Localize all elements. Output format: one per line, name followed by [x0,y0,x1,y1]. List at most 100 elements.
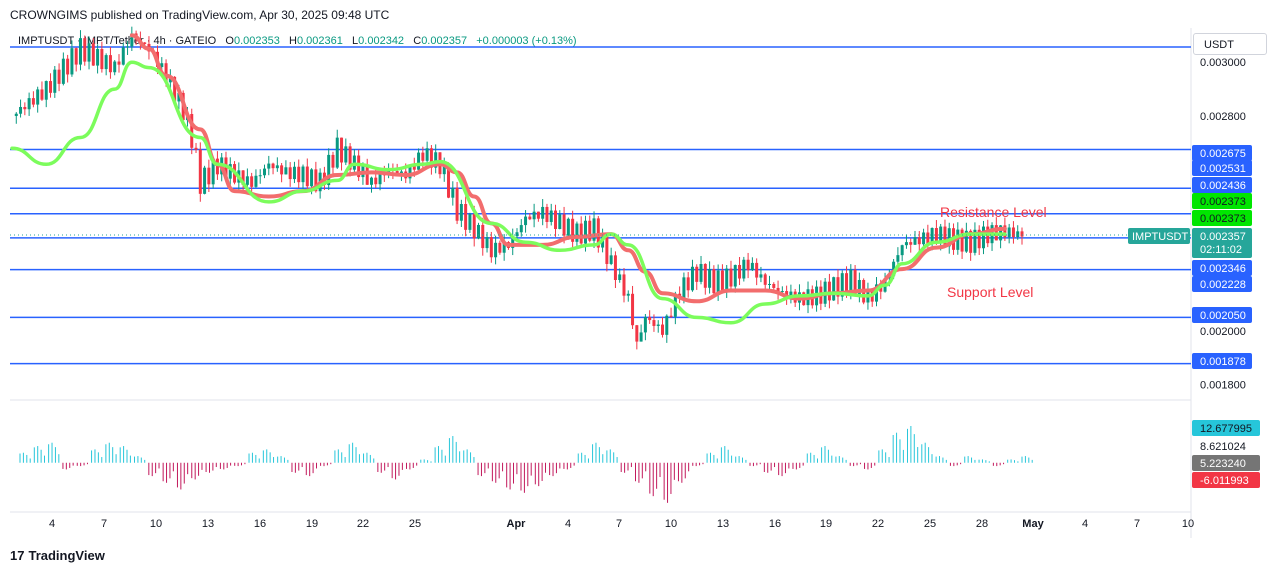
candle-body [57,69,61,84]
candle-body [532,211,536,220]
oscillator-tag-bg [1192,472,1260,488]
candle-body [399,171,403,174]
ma-fast-price-tag-bg [1192,193,1252,209]
candle-body [378,173,382,185]
candle-body [622,274,626,296]
candle-body [258,175,262,177]
level-price-tag-bg [1192,353,1252,369]
level-price-tag-bg [1192,145,1252,161]
x-tick-label: 10 [1182,518,1194,530]
candle-body [712,269,716,294]
candle-body [310,169,314,187]
candle-body [665,315,669,335]
x-tick-label: 7 [616,518,622,530]
symbol-tag-bg [1128,228,1190,244]
candle-body [100,49,104,70]
level-price-tag: 0.002050 [1200,310,1246,322]
candle-body [344,146,348,163]
candle-body [699,263,703,282]
tradingview-footer[interactable]: 17 TradingView [10,548,105,563]
support-level-label: Support Level [947,284,1033,300]
candle-body [1003,225,1007,238]
candle-body [519,225,523,233]
symbol-label[interactable]: IMPTUSDT · IMPT/Tether · 4h · GATEIO [18,35,217,47]
candle-body [695,266,699,282]
x-tick-label: Apr [507,518,527,530]
x-tick-label: 13 [202,518,214,530]
candle-body [922,232,926,245]
candle-body [164,63,168,83]
resistance-level-label: Resistance Level [940,204,1047,220]
candle-body [763,274,767,285]
x-tick-label: 25 [924,518,936,530]
x-tick-label: 7 [1134,518,1140,530]
candle-body [96,49,100,66]
y-tick-label: 0.002800 [1200,111,1246,123]
candle-body [776,287,780,292]
candle-body [686,277,690,291]
candle-body [305,166,309,187]
candle-body [729,268,733,287]
candle-body [177,92,181,102]
candle-body [271,163,275,169]
candle-body [738,264,742,279]
candle-body [973,229,977,253]
candle-body [14,113,18,116]
candle-body [917,237,921,245]
level-price-tag: 0.002228 [1200,279,1246,291]
candle-body [708,269,712,288]
candle-body [207,167,211,185]
candle-body [575,223,579,242]
oscillator-tag: -6.011993 [1200,475,1249,487]
candle-body [626,293,630,296]
candle-body [892,261,896,277]
candle-body [357,155,361,178]
candle-body [742,259,746,279]
candle-body [613,255,617,280]
candle-body [83,38,87,62]
candle-body [241,170,245,185]
candle-body [588,220,592,241]
ma-fast-price-tag-2: 0.002373 [1200,213,1246,225]
candle-body [348,146,352,170]
candle-body [725,268,729,291]
candle-body [74,48,78,65]
candle-body [643,316,647,333]
current-price-tag-bg [1192,228,1252,258]
candle-body [40,89,44,100]
candle-body [549,210,553,222]
x-tick-label: 22 [872,518,884,530]
x-tick-label: 25 [409,518,421,530]
candle-body [19,106,23,114]
candle-body [395,171,399,174]
level-price-tag-bg [1192,276,1252,292]
candle-body [583,220,587,244]
oscillator-tag-bg [1192,438,1260,454]
candle-body [502,242,506,253]
publish-header: CROWNGIMS published on TradingView.com, … [10,8,390,22]
candle-body [489,237,493,258]
currency-unit-button[interactable]: USDT [1193,33,1267,55]
high-value: 0.002361 [296,35,343,47]
low-value: 0.002342 [358,35,405,47]
candle-body [203,167,207,194]
candle-body [943,226,947,247]
candle-body [656,324,660,326]
oscillator-tag: 8.621024 [1200,441,1246,453]
level-price-tag: 0.002436 [1200,180,1246,192]
candle-body [49,81,53,93]
ma-fast-price-tag-2-bg [1192,210,1252,226]
x-tick-label: 4 [1082,518,1088,530]
candle-body [292,166,296,180]
candle-body [340,137,344,163]
ma-slow-line [129,33,1007,304]
x-tick-label: 4 [565,518,571,530]
level-price-tag: 0.002531 [1200,163,1246,175]
candle-body [494,242,498,258]
candle-body [528,216,532,220]
candle-body [468,213,472,230]
candle-body [1007,227,1011,238]
candle-body [297,166,301,183]
candle-body [541,206,545,219]
